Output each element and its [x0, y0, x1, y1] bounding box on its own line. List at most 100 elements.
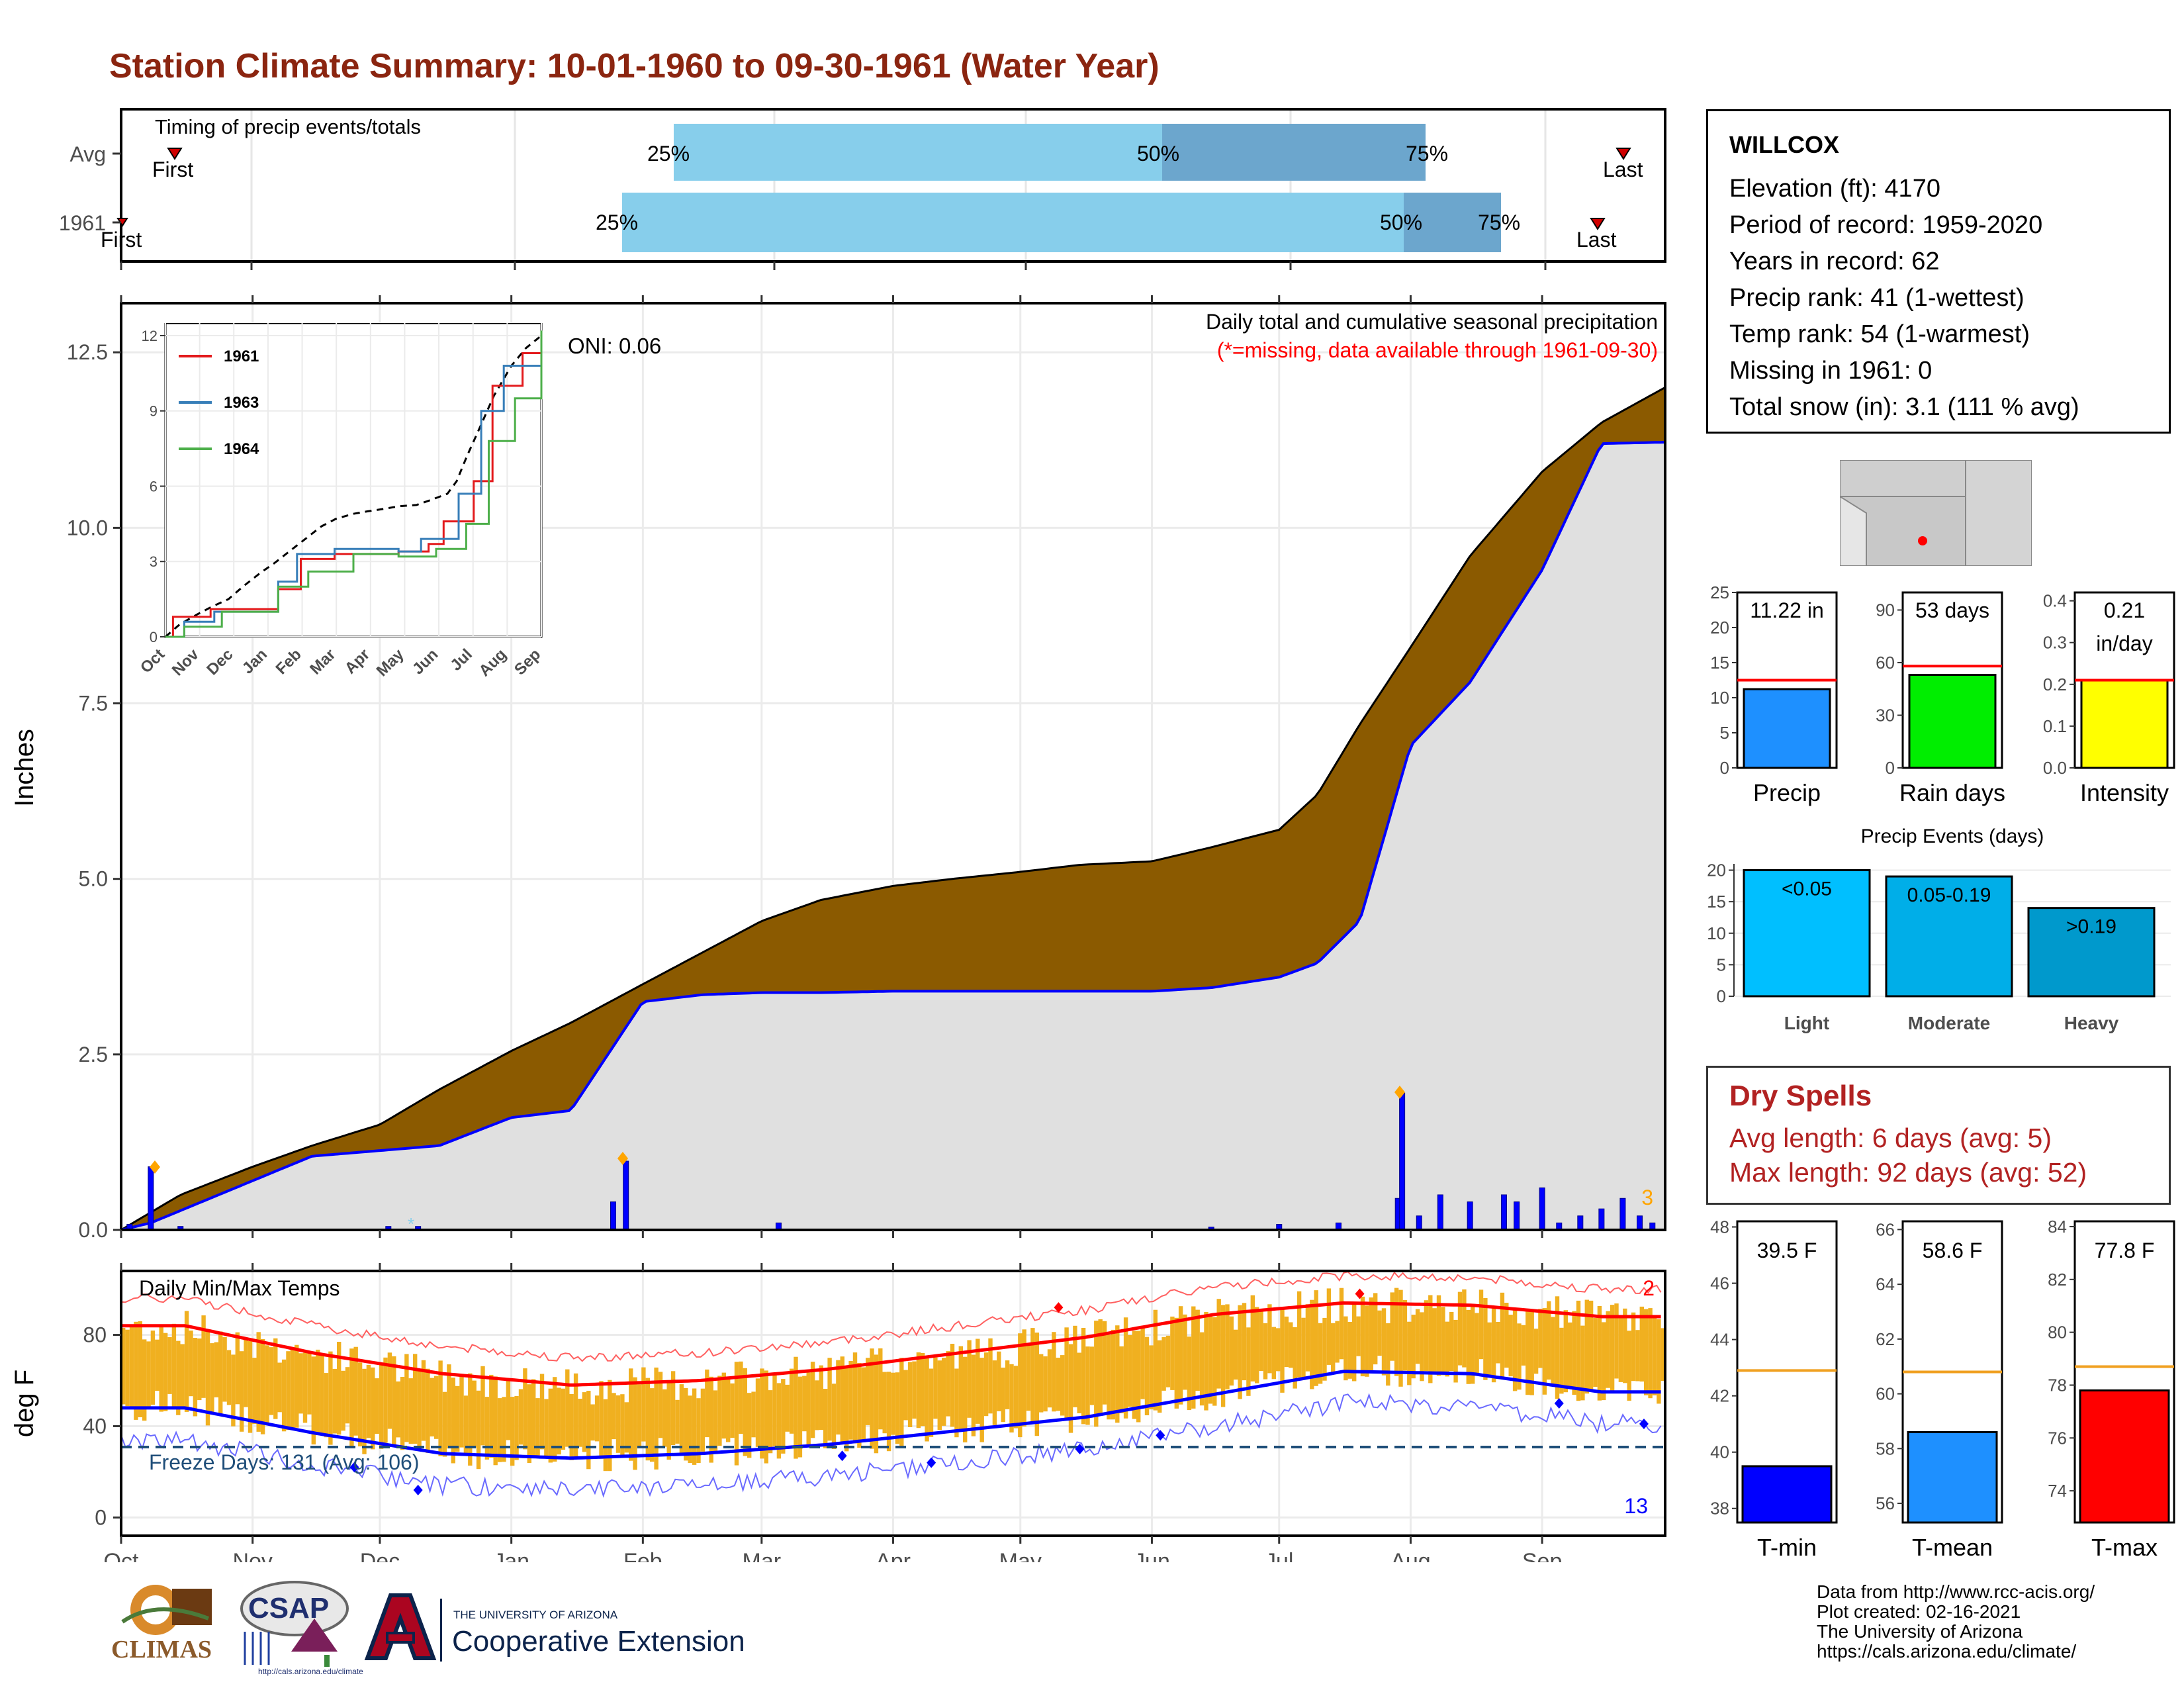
daily-temp-range: [1297, 1291, 1302, 1378]
daily-temp-range: [222, 1336, 227, 1402]
daily-temp-range: [992, 1360, 997, 1425]
temp-summary-ytick-label: 76: [2048, 1428, 2067, 1448]
daily-temp-range: [1415, 1309, 1420, 1364]
daily-temp-range: [1568, 1322, 1572, 1387]
daily-temp-range: [1043, 1356, 1048, 1412]
summary-ytick-label: 0.4: [2043, 591, 2067, 611]
daily-temp-range: [1314, 1290, 1318, 1386]
daily-temp-range: [353, 1346, 358, 1436]
daily-temp-range: [349, 1348, 354, 1448]
daily-temp-range: [1301, 1317, 1306, 1380]
inset-legend-label: 1963: [224, 394, 259, 412]
temp-summary-ytick-label: 46: [1710, 1274, 1729, 1293]
record-max-count: 2: [1643, 1276, 1655, 1300]
month-tick-label: Jun: [1134, 1549, 1170, 1562]
daily-temp-range: [899, 1358, 904, 1447]
daily-temp-range: [1563, 1310, 1568, 1393]
station-snow: Total snow (in): 3.1 (111 % avg): [1729, 393, 2079, 421]
daily-temp-range: [658, 1372, 663, 1438]
daily-temp-range: [332, 1368, 337, 1434]
dry-spells-max: Max length: 92 days (avg: 52): [1729, 1157, 2087, 1188]
page-title: Station Climate Summary: 10-01-1960 to 0…: [109, 47, 1160, 85]
record-marker: [927, 1457, 936, 1468]
daily-temp-range: [590, 1404, 595, 1441]
daily-temp-range: [553, 1377, 557, 1462]
daily-temp-range: [755, 1378, 760, 1447]
csap-logo: [240, 1581, 349, 1667]
month-tick-label: Dec: [360, 1549, 400, 1562]
daily-temp-range: [167, 1336, 172, 1394]
year-cumulative-line: [120, 441, 1666, 1231]
record-marker: [1554, 1398, 1564, 1409]
daily-temp-range: [866, 1358, 870, 1425]
daily-temp-range: [497, 1398, 502, 1462]
daily-temp-range: [764, 1370, 768, 1464]
daily-temp-range: [1618, 1317, 1623, 1382]
inset-lines: [165, 330, 543, 638]
station-years: Years in record: 62: [1729, 248, 1940, 275]
daily-temp-range: [1132, 1331, 1136, 1419]
summary-ytick-label: 0: [1720, 758, 1729, 778]
record-min-line: [120, 1393, 1662, 1498]
daily-temp-range: [1149, 1345, 1154, 1410]
daily-temp-range: [1161, 1336, 1166, 1391]
month-tick-label: Feb: [623, 1549, 662, 1562]
daily-temp-range: [510, 1397, 515, 1466]
temp-summary-ytick-label: 40: [1710, 1442, 1729, 1462]
daily-temp-range: [692, 1388, 697, 1465]
daily-temp-range: [785, 1384, 790, 1432]
daily-temp-range: [442, 1391, 447, 1457]
daily-temp-range: [544, 1399, 549, 1458]
credit-university: The University of Arizona: [1817, 1621, 2023, 1642]
temp-ytick-label: 80: [83, 1323, 107, 1347]
summary-ytick-label: 0.1: [2043, 716, 2067, 736]
daily-temp-range: [447, 1364, 451, 1449]
daily-temp-range: [1360, 1296, 1365, 1377]
freeze-days-label: Freeze Days: 131 (Avg: 106): [149, 1450, 420, 1474]
record-marker: [1355, 1288, 1365, 1299]
summary-value-label: 11.22 in: [1750, 598, 1824, 622]
map-california: [1840, 495, 1867, 566]
temp-y-axis: 0 40 80: [83, 1323, 121, 1529]
daily-temp-range: [629, 1368, 633, 1461]
climas-logo: [121, 1585, 212, 1635]
timing-avg-bar-50-75: [1162, 124, 1426, 181]
daily-temp-range: [1441, 1307, 1445, 1376]
station-period: Period of record: 1959-2020: [1729, 211, 2043, 239]
timing-1961-bar-50-75: [1404, 193, 1501, 252]
daily-temp-range: [1318, 1323, 1323, 1384]
inset-ytick-label: 0: [150, 629, 158, 645]
daily-temp-range: [705, 1369, 709, 1438]
daily-temp-range: [942, 1358, 946, 1426]
temperature-bar-charts: 38 40 42 44 46 48 39.5 F T-min 56 58 60 62 64 66 58.6 …: [1710, 1217, 2175, 1561]
avg-tmin-line: [121, 1370, 1661, 1460]
daily-temp-range: [1453, 1319, 1458, 1383]
daily-temp-range: [976, 1338, 980, 1424]
daily-temp-range: [1271, 1327, 1276, 1380]
daily-temp-range: [557, 1387, 561, 1455]
daily-temp-range: [815, 1380, 819, 1430]
daily-temp-range: [527, 1384, 531, 1463]
daily-temp-range: [1094, 1321, 1099, 1427]
daily-temp-range: [624, 1402, 629, 1453]
daily-temp-range: [768, 1390, 773, 1454]
daily-temp-range: [1547, 1301, 1551, 1380]
daily-temp-range: [1225, 1304, 1230, 1389]
precip-ytick-label: 7.5: [79, 692, 108, 716]
precip-max-marker-1: [150, 1160, 160, 1174]
daily-temp-range: [366, 1364, 371, 1438]
daily-temp-range: [1322, 1317, 1327, 1381]
event-bar-label: >0.19: [2066, 916, 2116, 938]
daily-temp-range: [675, 1399, 680, 1444]
daily-temp-range: [138, 1321, 142, 1417]
record-marker: [1156, 1430, 1165, 1441]
daily-temp-range: [1343, 1316, 1348, 1381]
daily-temp-range: [146, 1341, 151, 1409]
dry-spells-avg: Avg length: 6 days (avg: 5): [1729, 1123, 2052, 1153]
daily-temp-range: [1183, 1314, 1187, 1390]
daily-temp-range: [789, 1368, 794, 1434]
events-ytick-label: 5: [1717, 955, 1726, 974]
daily-temp-range: [561, 1388, 566, 1450]
daily-temp-range: [159, 1325, 163, 1412]
daily-temp-range: [311, 1356, 316, 1445]
